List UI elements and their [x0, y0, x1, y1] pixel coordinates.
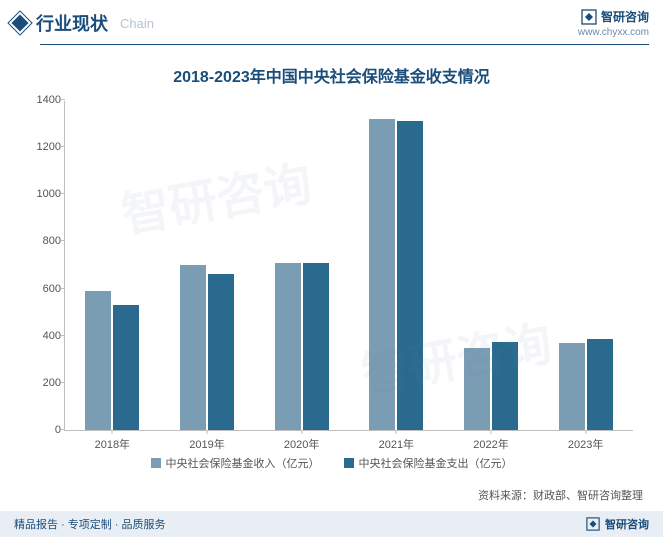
- x-tick-label: 2021年: [379, 436, 414, 452]
- bar-group: [559, 339, 613, 430]
- bar-group: [275, 263, 329, 430]
- header-title-cn: 行业现状: [36, 10, 108, 36]
- legend-item: 中央社会保险基金收入（亿元）: [151, 455, 320, 471]
- legend-swatch: [151, 458, 161, 468]
- bar: [369, 119, 395, 430]
- bar: [85, 291, 111, 430]
- legend-item: 中央社会保险基金支出（亿元）: [344, 455, 513, 471]
- y-tick-label: 1400: [21, 94, 61, 106]
- bar: [492, 342, 518, 430]
- plot-region: 02004006008001000120014002018年2019年2020年…: [64, 101, 633, 431]
- bar-group: [85, 291, 139, 430]
- x-tick-mark: [491, 430, 492, 434]
- x-tick-label: 2022年: [473, 436, 508, 452]
- chart-area: 02004006008001000120014002018年2019年2020年…: [20, 101, 643, 471]
- footer-bar: 精品报告 · 专项定制 · 品质服务 智研咨询: [0, 511, 663, 537]
- brand-name: 智研咨询: [601, 8, 649, 25]
- brand-url: www.chyxx.com: [578, 27, 649, 38]
- legend-label: 中央社会保险基金收入（亿元）: [166, 455, 320, 471]
- bar: [208, 274, 234, 430]
- header-divider: [40, 44, 649, 45]
- y-tick-label: 1000: [21, 188, 61, 200]
- x-tick-label: 2018年: [95, 436, 130, 452]
- bar: [559, 343, 585, 430]
- bar: [464, 348, 490, 431]
- y-tick-mark: [61, 288, 65, 289]
- bar-group: [369, 119, 423, 430]
- legend-label: 中央社会保险基金支出（亿元）: [359, 455, 513, 471]
- x-tick-mark: [301, 430, 302, 434]
- x-tick-label: 2023年: [568, 436, 603, 452]
- footer-right: 智研咨询: [585, 516, 649, 532]
- y-tick-label: 800: [21, 235, 61, 247]
- y-tick-label: 0: [21, 424, 61, 436]
- y-tick-mark: [61, 382, 65, 383]
- x-tick-mark: [112, 430, 113, 434]
- y-tick-mark: [61, 429, 65, 430]
- y-tick-mark: [61, 240, 65, 241]
- x-tick-mark: [207, 430, 208, 434]
- y-tick-label: 1200: [21, 141, 61, 153]
- y-tick-label: 400: [21, 330, 61, 342]
- brand-logo-icon: [581, 9, 597, 25]
- brand-line: 智研咨询: [578, 8, 649, 25]
- bar: [303, 263, 329, 430]
- legend: 中央社会保险基金收入（亿元） 中央社会保险基金支出（亿元）: [20, 455, 643, 471]
- y-tick-mark: [61, 146, 65, 147]
- chart-title: 2018-2023年中国中央社会保险基金收支情况: [0, 63, 663, 87]
- header-left: 行业现状 Chain: [14, 10, 154, 36]
- x-tick-label: 2020年: [284, 436, 319, 452]
- header-title-en: Chain: [120, 16, 154, 31]
- header-bar: 行业现状 Chain 智研咨询 www.chyxx.com: [0, 0, 663, 42]
- legend-swatch: [344, 458, 354, 468]
- bar: [113, 305, 139, 430]
- bar-group: [464, 342, 518, 430]
- bar: [275, 263, 301, 430]
- x-tick-mark: [396, 430, 397, 434]
- y-tick-label: 200: [21, 377, 61, 389]
- bar-group: [180, 265, 234, 430]
- bar: [180, 265, 206, 430]
- bar: [397, 121, 423, 430]
- x-tick-label: 2019年: [189, 436, 224, 452]
- source-text: 资料来源：财政部、智研咨询整理: [478, 487, 643, 503]
- y-tick-label: 600: [21, 283, 61, 295]
- y-tick-mark: [61, 335, 65, 336]
- footer-left: 精品报告 · 专项定制 · 品质服务: [14, 516, 166, 532]
- x-tick-mark: [585, 430, 586, 434]
- diamond-icon: [12, 15, 29, 32]
- bar: [587, 339, 613, 430]
- footer-brand: 智研咨询: [605, 516, 649, 532]
- y-tick-mark: [61, 193, 65, 194]
- y-tick-mark: [61, 99, 65, 100]
- footer-logo-icon: [585, 516, 601, 532]
- header-right: 智研咨询 www.chyxx.com: [578, 8, 649, 38]
